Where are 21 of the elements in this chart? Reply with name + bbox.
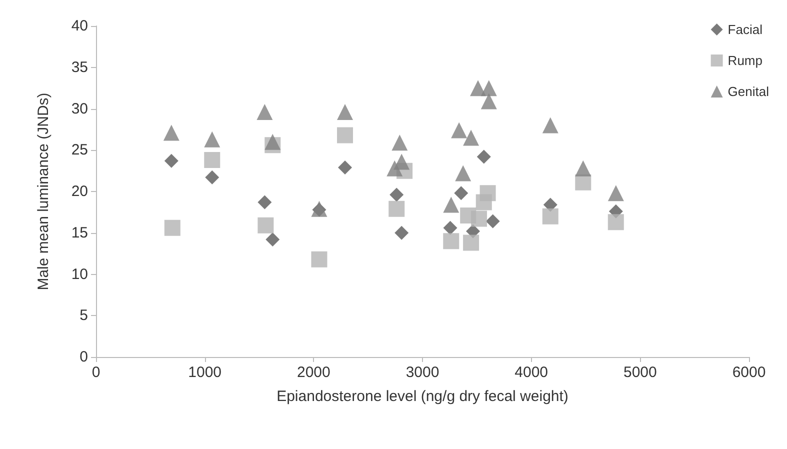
legend-label: Rump — [728, 53, 762, 68]
x-tick-label: 2000 — [296, 364, 330, 381]
legend-label: Genital — [728, 84, 770, 99]
x-tick-label: 4000 — [514, 364, 548, 381]
y-tick-label: 15 — [71, 224, 88, 242]
y-tick-label: 30 — [71, 100, 88, 118]
x-tick-label: 1000 — [188, 364, 222, 381]
y-tick-label: 5 — [80, 307, 88, 324]
y-tick-label: 0 — [80, 348, 88, 366]
y-axis-title: Male mean luminance (JNDs) — [35, 92, 52, 290]
y-tick-label: 20 — [71, 183, 88, 200]
x-tick-label: 3000 — [406, 364, 440, 381]
x-tick-label: 5000 — [623, 364, 657, 381]
legend-label: Facial — [728, 22, 763, 37]
x-tick-label: 0 — [92, 364, 100, 381]
y-tick-label: 35 — [71, 58, 88, 76]
y-tick-label: 40 — [71, 18, 88, 34]
y-tick-label: 25 — [71, 142, 88, 159]
x-axis-title: Epiandosterone level (ng/g dry fecal weight) — [276, 388, 568, 405]
y-tick-label: 10 — [71, 266, 88, 283]
x-tick-label: 6000 — [732, 364, 766, 381]
